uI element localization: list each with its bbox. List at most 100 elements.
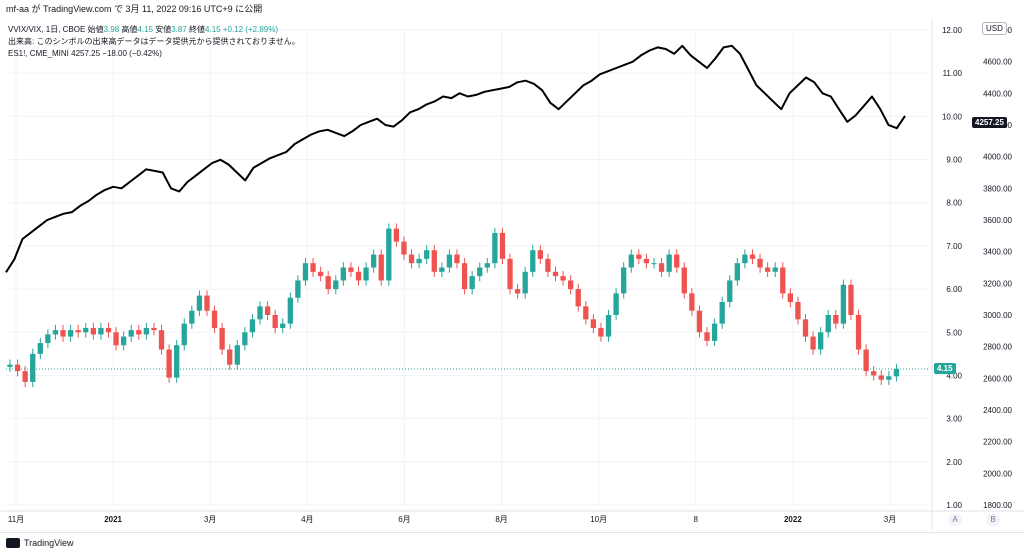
chart-legend: VVIX/VIX, 1日, CBOE 始値3.98 高値4.15 安値3.87 … bbox=[8, 24, 300, 60]
candle-body bbox=[651, 263, 657, 265]
candle-body bbox=[234, 345, 240, 365]
legend-high: 4.15 bbox=[137, 25, 153, 34]
candle-body bbox=[302, 263, 309, 281]
brand: TradingView bbox=[6, 538, 74, 548]
candle-body bbox=[174, 345, 180, 378]
legend-symbol: VVIX/VIX, 1日, CBOE bbox=[8, 25, 86, 34]
legend-line-1: VVIX/VIX, 1日, CBOE 始値3.98 高値4.15 安値3.87 … bbox=[8, 24, 300, 36]
candle-body bbox=[575, 289, 581, 307]
candle-body bbox=[136, 330, 142, 335]
candle-body bbox=[613, 293, 619, 315]
candle-body bbox=[871, 371, 877, 376]
time-axis-tick-label: 10月 bbox=[590, 515, 607, 524]
left-axis-tick-label: 4.00 bbox=[946, 371, 962, 380]
scale-a-button[interactable]: A bbox=[948, 514, 962, 526]
candle-body bbox=[272, 315, 278, 328]
candle-body bbox=[734, 263, 740, 281]
candle-body bbox=[52, 330, 59, 335]
candle-body bbox=[401, 241, 407, 255]
candle-body bbox=[552, 271, 559, 277]
candle-body bbox=[219, 327, 225, 350]
candle-body bbox=[780, 267, 786, 294]
candle-body bbox=[67, 330, 74, 337]
candle-body bbox=[643, 258, 650, 264]
chart-grid bbox=[0, 18, 1024, 530]
time-axis-tick-label: 3月 bbox=[884, 515, 896, 524]
candle-body bbox=[287, 297, 293, 324]
scale-b-button[interactable]: B bbox=[986, 514, 1000, 526]
time-axis-tick-label: 3月 bbox=[204, 515, 216, 524]
candle-body bbox=[340, 267, 347, 281]
candle-body bbox=[492, 232, 498, 264]
candle-body bbox=[83, 327, 89, 333]
candle-body bbox=[98, 327, 104, 335]
candle-body bbox=[30, 353, 36, 382]
candle-body bbox=[120, 336, 127, 346]
legend-high-label: 高値 bbox=[121, 25, 138, 34]
candle-body bbox=[863, 349, 869, 372]
candle-body bbox=[454, 254, 460, 264]
candle-body bbox=[166, 349, 172, 378]
es-line bbox=[5, 44, 906, 273]
time-axis-tick-label: 4月 bbox=[301, 515, 313, 524]
candle-body bbox=[742, 254, 748, 264]
candle-body bbox=[196, 295, 203, 311]
candle-body bbox=[499, 232, 506, 259]
legend-line-3: ES1!, CME_MINI 4257.25 −18.00 (−0.42%) bbox=[8, 49, 162, 58]
candle-body bbox=[393, 228, 400, 242]
right-axis-tick-label: 2800.00 bbox=[983, 343, 1012, 352]
candle-body bbox=[416, 258, 422, 264]
legend-low-label: 安値 bbox=[155, 25, 172, 34]
right-axis-tick-label: 4600.00 bbox=[983, 58, 1012, 67]
candle-body bbox=[840, 284, 847, 324]
chart-canvas[interactable]: 12.00 11.00 10.00 9.00 8.00 7.00 6.00 5.00 4.00 3… bbox=[0, 18, 1024, 530]
right-axis-tick-label: 3800.00 bbox=[983, 184, 1012, 193]
legend-open: 3.98 bbox=[103, 25, 120, 34]
candle-body bbox=[514, 289, 521, 294]
right-axis-tick-label: 4000.00 bbox=[983, 153, 1012, 162]
left-axis-tick-label: 6.00 bbox=[946, 285, 962, 294]
candle-body bbox=[628, 254, 634, 268]
candle-body bbox=[590, 319, 597, 328]
candle-body bbox=[333, 280, 339, 290]
legend-change: +0.12 (+2.89%) bbox=[222, 25, 278, 34]
candle-body bbox=[530, 250, 536, 272]
candle-body bbox=[802, 319, 809, 337]
ratio-last-price-badge: 4.15 bbox=[934, 363, 956, 374]
candle-body bbox=[227, 349, 233, 365]
es-last-price-badge: 4257.25 bbox=[972, 117, 1007, 128]
candle-body bbox=[386, 228, 392, 281]
left-price-axis: 12.00 11.00 10.00 9.00 8.00 7.00 6.00 5.00 4.00 3… bbox=[942, 26, 963, 510]
candle-body bbox=[681, 267, 687, 294]
candle-body bbox=[264, 306, 271, 315]
candle-body bbox=[7, 364, 13, 367]
candle-body bbox=[522, 271, 528, 294]
es-price-line bbox=[5, 44, 906, 273]
time-axis-tick-label: 11月 bbox=[8, 515, 24, 524]
candle-body bbox=[757, 258, 763, 268]
right-axis-tick-label: 4400.00 bbox=[983, 89, 1012, 98]
candle-body bbox=[477, 267, 483, 277]
candle-body bbox=[143, 327, 150, 335]
candle-body bbox=[772, 267, 778, 272]
left-axis-tick-label: 12.00 bbox=[942, 26, 963, 35]
candle-body bbox=[439, 267, 445, 272]
candle-body bbox=[249, 319, 256, 333]
candle-body bbox=[128, 330, 134, 337]
candle-body bbox=[666, 254, 672, 272]
legend-close-label: 終値 bbox=[189, 25, 206, 34]
candle-body bbox=[787, 293, 794, 303]
candle-body bbox=[749, 254, 756, 259]
candle-body bbox=[158, 330, 165, 350]
candle-body bbox=[469, 276, 475, 290]
time-axis-tick-label: 2021 bbox=[104, 515, 122, 524]
candle-body bbox=[886, 376, 892, 380]
candle-body bbox=[605, 315, 612, 337]
candle-body bbox=[408, 254, 415, 264]
currency-button[interactable]: USD bbox=[982, 22, 1007, 35]
footer-bar bbox=[0, 532, 1024, 556]
candle-body bbox=[461, 263, 468, 290]
candle-body bbox=[537, 250, 543, 259]
candle-body bbox=[636, 254, 642, 259]
legend-open-label: 始値 bbox=[87, 25, 104, 34]
